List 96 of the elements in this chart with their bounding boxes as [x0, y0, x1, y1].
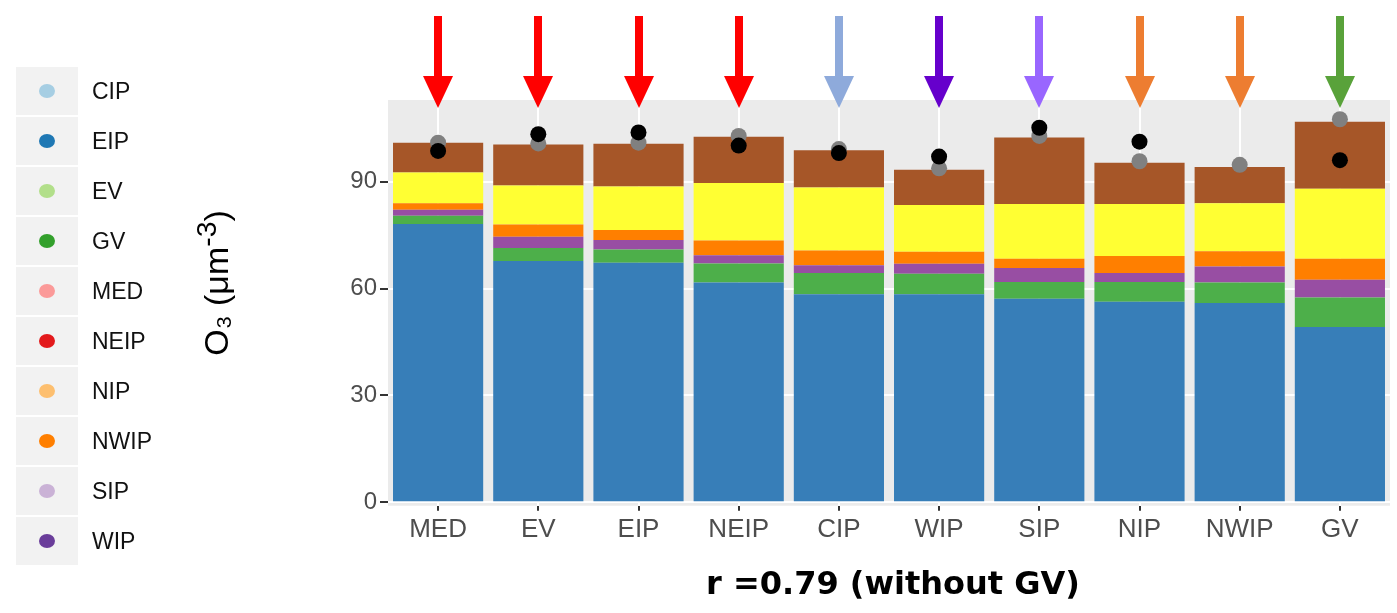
bar	[793, 273, 884, 295]
bar	[393, 215, 484, 224]
bar	[1094, 281, 1185, 302]
x-tick-label: NEIP	[708, 512, 770, 543]
bar	[894, 251, 985, 264]
bar	[393, 142, 484, 173]
bar	[493, 185, 584, 225]
y-tick-label: 30	[350, 380, 377, 408]
bar	[1294, 188, 1385, 259]
bar	[1294, 258, 1385, 280]
bar	[894, 169, 985, 206]
bar	[994, 137, 1085, 204]
bar	[1294, 327, 1385, 502]
legend-label: NIP	[92, 377, 131, 405]
bar	[1094, 273, 1185, 282]
point	[730, 137, 747, 154]
bar	[1194, 266, 1285, 283]
bar	[493, 260, 584, 502]
bar	[593, 186, 684, 230]
bar	[894, 294, 985, 502]
bar	[1094, 255, 1185, 273]
bar	[1294, 297, 1385, 328]
legend-label: EIP	[92, 127, 130, 155]
bar	[393, 223, 484, 502]
bar	[894, 205, 985, 252]
bar	[994, 268, 1085, 282]
bar	[1294, 121, 1385, 189]
bar	[593, 262, 684, 502]
bar	[793, 294, 884, 502]
x-tick-label: EIP	[617, 512, 660, 543]
x-tick-label: NWIP	[1205, 512, 1274, 543]
legend-label: NWIP	[92, 427, 153, 455]
bar	[393, 203, 484, 210]
x-tick-label: GV	[1321, 512, 1360, 543]
point	[430, 142, 447, 159]
bar	[393, 209, 484, 216]
bar	[894, 263, 985, 274]
bar	[1294, 279, 1385, 298]
bar	[994, 203, 1085, 259]
point	[1131, 133, 1148, 150]
bar	[1194, 282, 1285, 303]
y-tick-label: 0	[363, 486, 377, 514]
x-tick-label: NIP	[1117, 512, 1162, 543]
bar	[1194, 203, 1285, 252]
bar	[793, 265, 884, 273]
point	[830, 145, 847, 162]
bar	[1094, 203, 1185, 256]
x-tick-label: EV	[520, 512, 557, 543]
x-tick-label: CIP	[817, 512, 861, 543]
x-tick-label: MED	[409, 512, 467, 543]
legend-label: CIP	[92, 77, 131, 105]
bar	[994, 258, 1085, 269]
x-tick-label: SIP	[1018, 512, 1061, 543]
bar	[693, 255, 784, 264]
point	[1331, 111, 1348, 128]
bar	[793, 187, 884, 251]
bar	[793, 150, 884, 188]
bar	[493, 248, 584, 261]
bar	[693, 282, 784, 502]
bar	[593, 229, 684, 240]
bar	[693, 136, 784, 183]
bar	[693, 263, 784, 283]
x-axis-title: r =0.79 (without GV)	[705, 564, 1081, 602]
bar	[593, 143, 684, 187]
bar	[593, 239, 684, 250]
bar	[493, 236, 584, 249]
legend-label: SIP	[92, 477, 130, 505]
bar	[493, 144, 584, 186]
point	[530, 126, 547, 143]
bar	[1194, 302, 1285, 502]
bar	[693, 182, 784, 241]
point	[1131, 153, 1148, 170]
bar	[493, 224, 584, 237]
bar	[393, 172, 484, 204]
legend-label: NEIP	[92, 327, 146, 355]
point	[1331, 152, 1348, 169]
legend-label: EV	[92, 177, 123, 205]
point	[630, 124, 647, 141]
bar	[1094, 162, 1185, 204]
point	[1031, 119, 1048, 136]
legend-label: MED	[92, 277, 144, 305]
legend-label: GV	[92, 227, 126, 255]
bar	[593, 249, 684, 263]
bar	[1094, 301, 1185, 502]
bar	[1194, 166, 1285, 204]
y-tick-label: 90	[350, 166, 377, 194]
x-tick-label: WIP	[914, 512, 964, 543]
bar	[793, 250, 884, 266]
point	[1231, 156, 1248, 173]
bar	[994, 298, 1085, 502]
bar	[894, 273, 985, 295]
point	[931, 148, 948, 165]
bar	[693, 240, 784, 256]
bar	[994, 281, 1085, 299]
bar	[1194, 251, 1285, 267]
y-tick-label: 60	[350, 273, 377, 301]
